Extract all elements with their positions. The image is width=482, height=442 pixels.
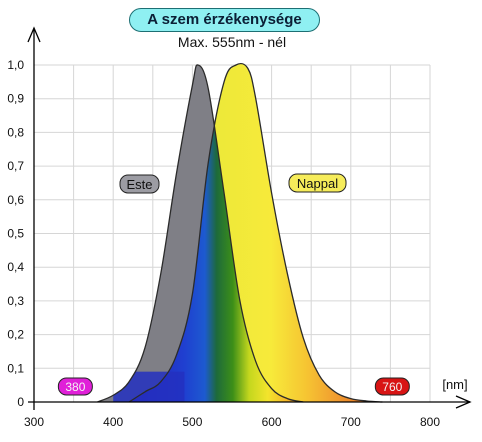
y-tick-label: 0,8	[7, 125, 24, 139]
chart-subtitle: Max. 555nm - nél	[177, 34, 287, 50]
y-tick-label: 0,9	[7, 92, 24, 106]
x-tick-label: 300	[24, 415, 44, 429]
y-tick-label: 1,0	[7, 58, 24, 72]
annotation-380: 380	[57, 377, 93, 396]
legend-nappal: Nappal	[288, 173, 347, 193]
y-tick-label: 0,2	[7, 328, 24, 342]
x-tick-label: 600	[262, 415, 282, 429]
x-axis-arrow	[455, 395, 472, 409]
y-tick-label: 0,4	[7, 260, 24, 274]
series-areas	[97, 62, 383, 403]
legend-este: Este	[119, 174, 160, 194]
y-tick-label: 0,6	[7, 193, 24, 207]
y-tick-label: 0	[17, 395, 24, 409]
svg-text:760: 760	[382, 380, 402, 394]
y-tick-label: 0,5	[7, 227, 24, 241]
x-tick-label: 800	[420, 415, 440, 429]
axes	[27, 26, 472, 410]
svg-text:Este: Este	[126, 177, 152, 192]
x-tick-label: 400	[103, 415, 123, 429]
labels: 0 0,1 0,2 0,3 0,4 0,5 0,6 0,7 0,8 0,9 1,0 300 400 500…	[7, 58, 467, 429]
series-line-nappal	[128, 62, 383, 403]
y-tick-label: 0,7	[7, 159, 24, 173]
y-tick-label: 0,1	[7, 361, 24, 375]
y-axis-arrow	[27, 26, 41, 43]
x-tick-label: 700	[341, 415, 361, 429]
y-tick-label: 0,3	[7, 294, 24, 308]
x-tick-label: 500	[182, 415, 202, 429]
x-axis-label: [nm]	[442, 377, 467, 392]
svg-text:380: 380	[65, 380, 85, 394]
series-line-este	[97, 64, 304, 403]
annotation-760: 760	[374, 377, 410, 396]
chart-title: A szem érzékenysége	[129, 8, 320, 32]
svg-text:Nappal: Nappal	[297, 176, 338, 191]
